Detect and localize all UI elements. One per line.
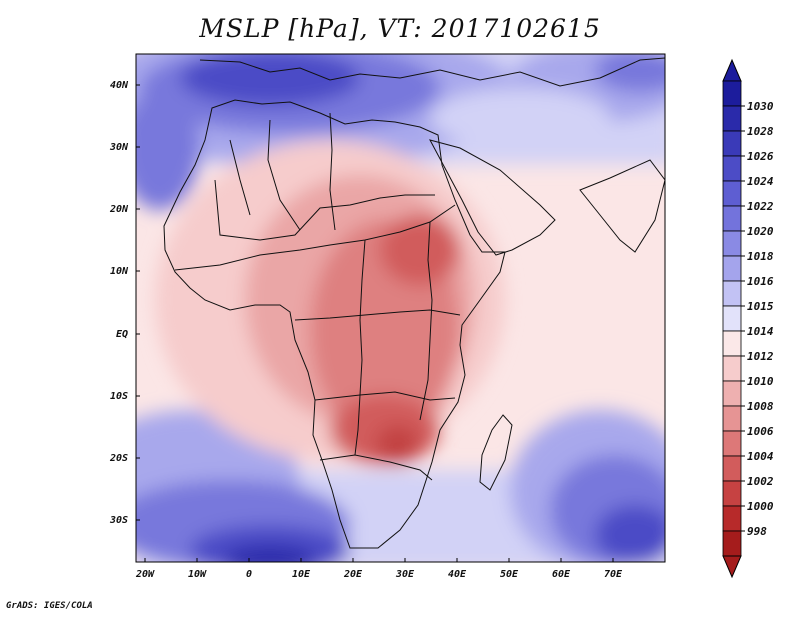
lat-label: 10N xyxy=(110,266,129,277)
map-title: MSLP [hPa], VT: 2017102615 xyxy=(199,14,601,43)
lat-label: 10S xyxy=(110,391,128,402)
colorbar-label: 1012 xyxy=(747,350,774,363)
lon-label: 10E xyxy=(292,569,311,580)
colorbar-segment xyxy=(722,480,742,507)
colorbar-label: 998 xyxy=(747,525,767,538)
colorbar-label: 1020 xyxy=(747,225,774,238)
colorbar: 1030 1028 1026 1024 1022 1020 1018 1016 1015 1014… xyxy=(722,58,774,579)
colorbar-segment xyxy=(722,180,742,207)
colorbar-label: 1024 xyxy=(747,175,774,188)
lat-label: 30S xyxy=(109,515,128,526)
border-sahel xyxy=(174,204,456,271)
lon-axis: 20W 10W 0 10E 20E 30E 40E 50E 60E 70E xyxy=(135,558,623,580)
lat-label: 20N xyxy=(109,204,129,215)
colorbar-label: 1028 xyxy=(747,125,774,138)
india-coastline xyxy=(579,159,665,253)
south-atlantic-high-core xyxy=(190,525,350,562)
colorbar-label: 1030 xyxy=(747,100,774,113)
border-southern xyxy=(319,454,433,481)
colorbar-segment xyxy=(722,155,742,182)
border-west xyxy=(229,139,251,216)
border-north-central xyxy=(267,119,301,231)
asia-high-core xyxy=(595,54,665,92)
colorbar-segment xyxy=(722,105,742,132)
colorbar-top-arrow xyxy=(722,58,742,82)
colorbar-label: 1015 xyxy=(747,300,774,313)
lat-label: 30N xyxy=(109,142,129,153)
colorbar-segment xyxy=(722,230,742,257)
colorbar-label: 1008 xyxy=(747,400,774,413)
colorbar-segment xyxy=(722,205,742,232)
colorbar-label: 1026 xyxy=(747,150,774,163)
lat-label: 40N xyxy=(110,80,129,91)
colorbar-segment xyxy=(722,455,742,482)
border-east xyxy=(419,221,433,421)
colorbar-bottom-arrow xyxy=(722,555,742,579)
lon-label: 60E xyxy=(552,569,571,580)
border-north-east xyxy=(329,112,336,231)
colorbar-segment xyxy=(722,280,742,307)
africa-low-center xyxy=(376,425,420,465)
atlantic-high-north xyxy=(136,90,200,210)
colorbar-label: 1000 xyxy=(747,500,774,513)
border-south xyxy=(314,391,456,401)
lat-label: 20S xyxy=(109,453,128,464)
lon-label: 20E xyxy=(343,569,363,580)
colorbar-segment xyxy=(722,130,742,157)
colorbar-segment xyxy=(722,330,742,357)
colorbar-segment xyxy=(722,405,742,432)
colorbar-segment xyxy=(722,530,742,557)
colorbar-label: 1002 xyxy=(747,475,774,488)
colorbar-label: 1016 xyxy=(747,275,774,288)
colorbar-label: 1004 xyxy=(747,450,774,463)
border-meridional xyxy=(354,239,366,456)
lon-label: 0 xyxy=(246,569,252,580)
south-atlantic-high-peak xyxy=(225,546,315,562)
lat-label: EQ xyxy=(116,329,128,340)
lon-label: 10W xyxy=(188,569,207,580)
north-high-core xyxy=(180,54,360,106)
europe-coastline xyxy=(199,57,665,87)
colorbar-segment xyxy=(722,430,742,457)
lon-label: 40E xyxy=(448,569,467,580)
lon-label: 50E xyxy=(500,569,519,580)
colorbar-label: 1014 xyxy=(747,325,774,338)
lon-label: 30E xyxy=(395,569,415,580)
map-frame xyxy=(135,53,666,563)
colorbar-label: 1022 xyxy=(747,200,774,213)
colorbar-segment xyxy=(722,380,742,407)
africa-coastline xyxy=(163,99,506,549)
border-central xyxy=(214,179,435,241)
madagascar-coastline xyxy=(479,414,513,491)
lat-axis: 40N 30N 20N 10N EQ 10S 20S 30S xyxy=(109,80,140,526)
colorbar-label: 1010 xyxy=(747,375,774,388)
colorbar-segment xyxy=(722,305,742,332)
arabia-coastline xyxy=(429,139,556,256)
lon-label: 70E xyxy=(604,569,623,580)
colorbar-segment xyxy=(722,255,742,282)
border-equatorial xyxy=(294,309,461,321)
colorbar-segment xyxy=(722,355,742,382)
pressure-field xyxy=(136,54,665,562)
indian-ocean-high-core xyxy=(595,505,665,562)
middle-east-high xyxy=(430,88,610,148)
grads-credit: GrADS: IGES/COLA xyxy=(6,601,93,611)
lon-label: 20W xyxy=(135,569,155,580)
colorbar-segment xyxy=(722,80,742,107)
colorbar-segment xyxy=(722,505,742,532)
coastlines xyxy=(163,57,665,549)
colorbar-label: 1006 xyxy=(747,425,774,438)
colorbar-label: 1018 xyxy=(747,250,774,263)
